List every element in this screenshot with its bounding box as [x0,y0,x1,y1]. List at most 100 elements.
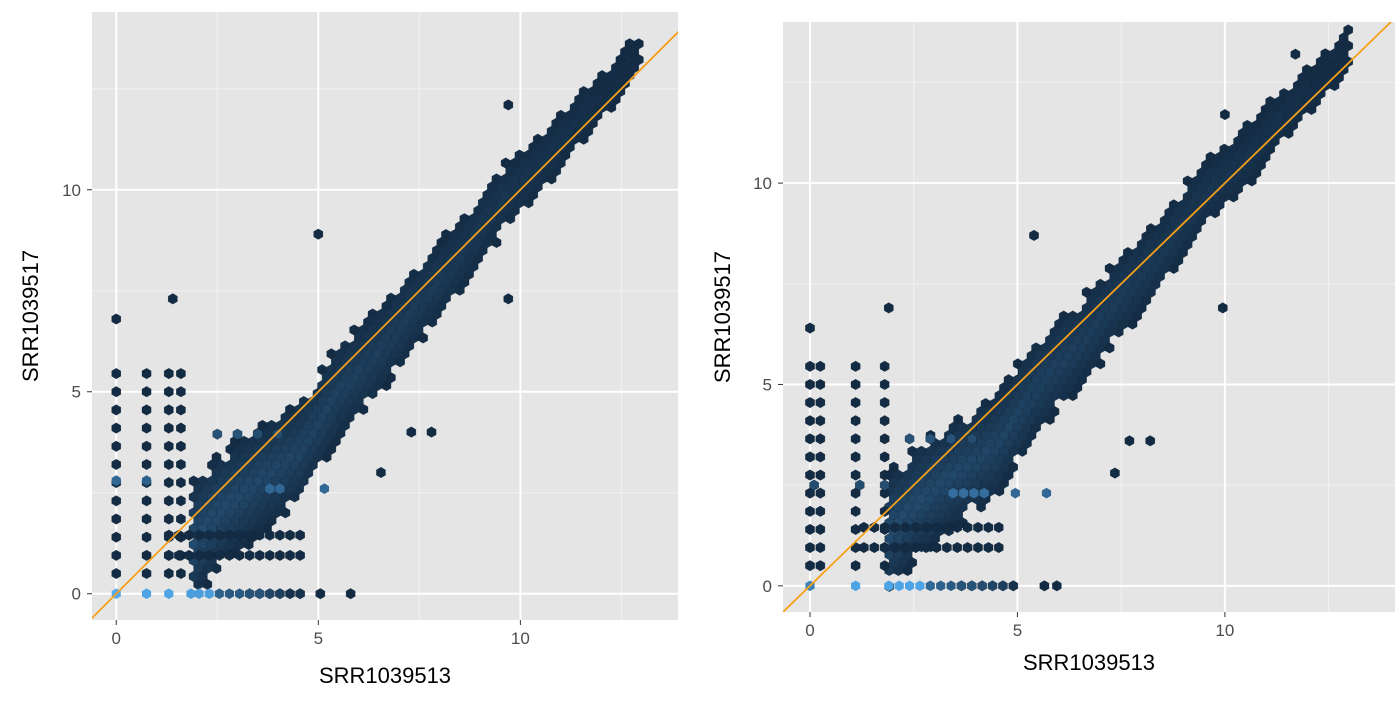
y-tick-label: 5 [72,383,81,402]
hex-bin [176,477,186,489]
x-axis-title: SRR1039513 [319,663,451,688]
hex-bin [111,422,121,434]
hex-bin [879,360,890,372]
hex-bin [204,549,214,561]
hex-bin [805,451,815,463]
hex-bin [289,491,300,503]
hex-bin [911,521,921,533]
hex-bin [1306,104,1317,115]
hex-bin [164,477,174,489]
hex-bin [905,580,915,592]
hex-bin [1145,435,1155,447]
hex-bin [168,293,178,305]
hex-bin [850,360,861,372]
hex-bin [265,529,275,541]
hex-bin [931,542,942,554]
hex-bin [164,404,174,416]
hex-bin [186,588,196,599]
hex-bin [254,529,265,541]
hex-bin [879,379,890,390]
hex-bin [879,433,890,445]
hex-bin [805,505,815,517]
hex-bin [900,521,911,533]
hex-bin [285,588,295,600]
reference-line [783,22,1393,612]
hex-bin [1068,390,1078,402]
x-tick-label: 10 [1215,621,1234,640]
hex-bin [805,523,815,535]
hex-bin [921,521,931,533]
hex-bin [234,529,245,541]
hex-bin [141,368,152,380]
hex-bin [1029,229,1039,241]
hex-bin [184,529,194,541]
hex-bin [164,459,174,470]
hex-bin [815,397,826,409]
hex-bin [426,426,437,438]
hex-bin [234,549,245,561]
hex-bin [805,322,815,334]
hex-bin [111,475,121,486]
hex-bin [194,549,204,561]
hex-bin [141,495,152,507]
hex-bin [265,588,275,600]
hex-bin [141,531,152,543]
hex-bin [815,433,826,445]
hex-bin [962,521,973,533]
hex-bin [295,529,305,541]
hex-bin [367,388,378,400]
hex-bin [1228,191,1239,203]
hex-bin [879,542,890,554]
hex-bin [1017,445,1028,457]
hex-bin [503,99,514,111]
x-tick-label: 5 [314,629,323,648]
hex-bin [319,483,329,494]
hex-bin [313,228,324,240]
hex-bin [900,542,911,554]
hex-bin [111,313,121,325]
hex-bin [948,487,958,499]
x-tick-label: 5 [1013,621,1022,640]
hex-bin [606,101,617,113]
hex-bin [275,529,285,541]
hex-bin [921,542,931,554]
hex-bin [805,433,815,445]
hex-bin [994,521,1004,533]
hex-bin [184,549,194,561]
hex-bin [176,368,186,380]
hex-bin [164,513,174,525]
hex-bin [904,433,915,445]
x-tick-label: 0 [805,621,814,640]
hex-bin [141,549,152,561]
hex-bin [879,521,890,533]
x-axis-title: SRR1039513 [1023,650,1155,675]
hex-bin [805,469,815,481]
hex-bin [967,433,977,445]
hex-bin [142,475,152,486]
x-tick-label: 0 [112,629,121,648]
hex-bin [244,529,255,541]
hex-bin [244,588,255,600]
hex-bin [265,483,275,494]
hex-bin [805,360,815,372]
hex-bin [176,404,186,416]
hex-bin [280,507,291,519]
hex-bin [879,397,890,409]
hex-bin [141,568,152,579]
hex-bin [275,549,285,561]
hex-bin [505,213,516,225]
hex-bin [111,440,121,452]
hex-bin [273,428,283,440]
hex-bin [1247,175,1257,187]
hex-bin [176,459,186,470]
hex-bin [111,531,121,543]
hex-bin [1114,326,1124,338]
hex-bin [925,433,936,445]
hex-bin [1045,414,1055,425]
hex-bin [815,451,826,463]
hex-bin [406,426,417,438]
hex-bin [194,588,204,599]
hex-bin [850,397,861,409]
hex-bin [805,542,815,554]
hex-bin [176,568,186,579]
